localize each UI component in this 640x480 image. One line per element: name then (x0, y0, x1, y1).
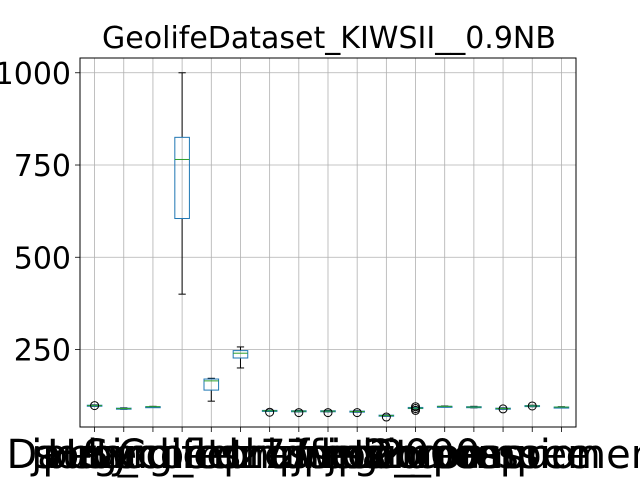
box-group (174, 72, 190, 295)
chart-title: GeolifeDataset_KIWSII__0.9NB (102, 21, 556, 56)
x-tick-label: dct2_comp (306, 432, 525, 478)
axis-layer: 250 500 750 1000 HaarDaubechiesSymletCoiflet… (0, 57, 640, 478)
x-tick-label: lz77 (228, 432, 311, 478)
box-group (291, 408, 307, 418)
x-tick-label: measure (416, 432, 590, 478)
x-tick-label: huffman (244, 432, 411, 478)
x-tick-label: compression (347, 432, 601, 478)
box-group (203, 377, 220, 402)
x-tick-label: lzw (266, 432, 331, 478)
box-group (86, 401, 103, 411)
box-group (553, 406, 570, 409)
box-group (320, 408, 336, 418)
y-tick-label: 250 (14, 334, 71, 369)
flier-point (352, 408, 362, 418)
flier-point (323, 408, 333, 418)
x-tick-label: Haar (47, 432, 143, 478)
box-layer (86, 72, 570, 422)
box-iqr (203, 378, 220, 391)
x-tick-label: jpeg_compression (30, 432, 391, 478)
x-tick-label: Coiflet (118, 432, 247, 478)
flier-point (411, 402, 421, 412)
box-group (232, 346, 249, 369)
flier-point (381, 412, 391, 422)
x-tick-label: Daubechies (6, 432, 241, 478)
x-tick-label: measurement (393, 432, 640, 478)
x-tick-label: Symlet (83, 432, 222, 478)
flier-point (90, 401, 100, 411)
box-group (524, 401, 541, 411)
box-group (495, 404, 511, 414)
x-tick-label: dct_comp (348, 432, 542, 478)
box-group (407, 402, 424, 415)
box-group (378, 412, 395, 422)
y-tick-label: 1000 (0, 57, 71, 92)
box-group (115, 407, 132, 410)
box-group (436, 405, 453, 408)
box-group (466, 405, 482, 409)
box-iqr (174, 136, 190, 220)
x-tick-label: jpeg2000 (291, 432, 480, 478)
flier-point (294, 408, 304, 418)
flier-point (265, 407, 275, 417)
x-tick-label: sorting_compression (34, 432, 447, 478)
box-group (145, 405, 161, 409)
box-group (261, 407, 278, 417)
y-tick-label: 750 (14, 149, 71, 184)
box-group (349, 408, 365, 418)
grid-layer (80, 58, 576, 427)
y-tick-label: 500 (14, 241, 71, 276)
box-iqr (232, 350, 249, 359)
flier-point (498, 404, 508, 414)
x-tick-label: jp2 (325, 432, 388, 478)
flier-point (527, 401, 537, 411)
